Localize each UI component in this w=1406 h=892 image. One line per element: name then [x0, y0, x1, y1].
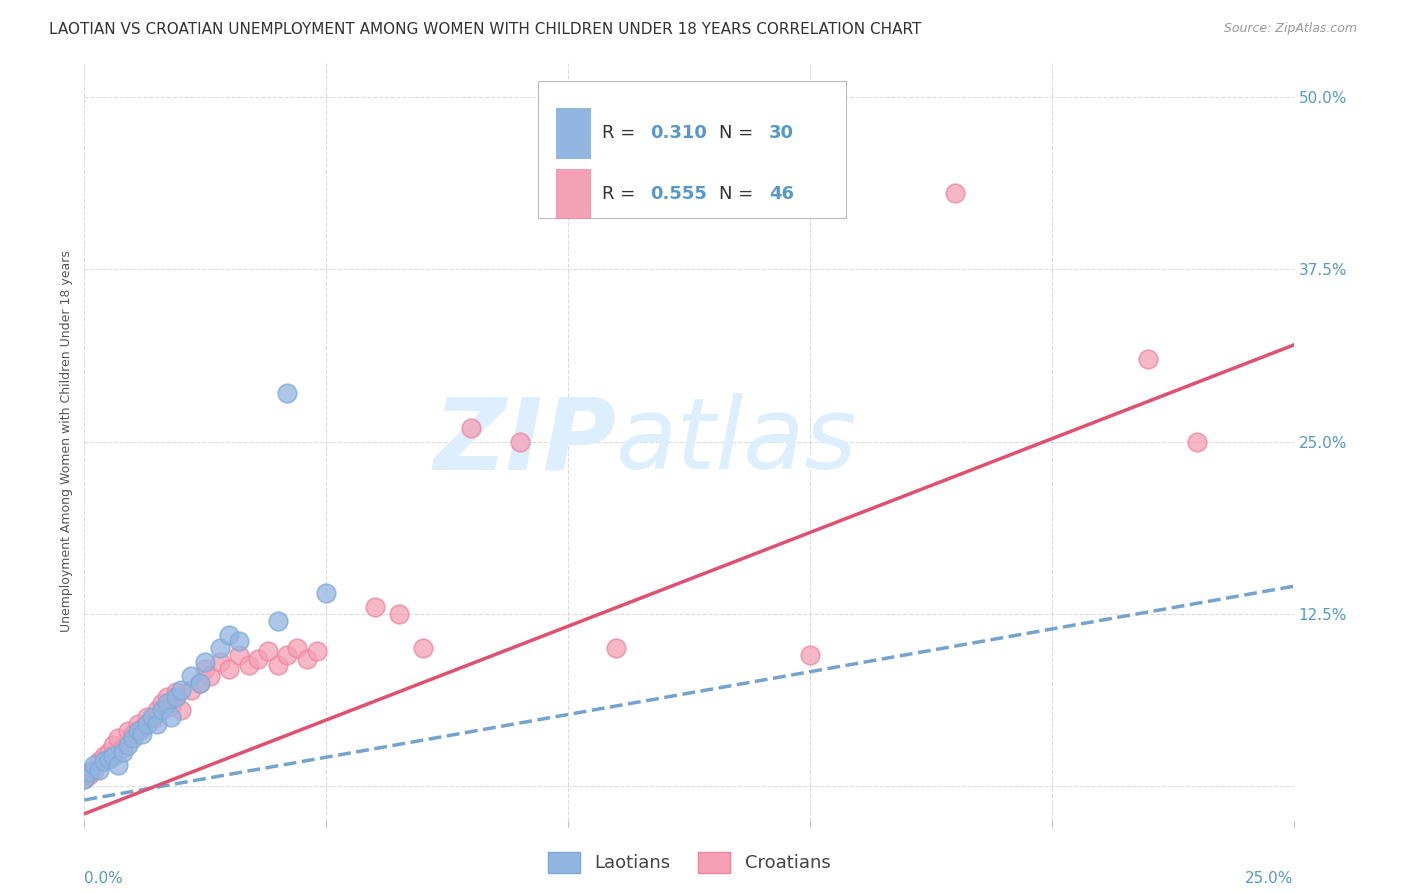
Point — [160, 699, 183, 714]
Point — [121, 727, 143, 741]
Point — [160, 710, 183, 724]
Point — [131, 727, 153, 741]
Point — [103, 748, 125, 763]
Point — [295, 652, 318, 666]
Point — [305, 644, 328, 658]
Point — [93, 755, 115, 769]
Point — [315, 586, 337, 600]
Text: ZIP: ZIP — [433, 393, 616, 490]
Point — [150, 697, 173, 711]
Point — [218, 627, 240, 641]
Point — [150, 703, 173, 717]
Point — [276, 386, 298, 401]
Point — [238, 657, 260, 672]
Text: 0.555: 0.555 — [650, 185, 707, 202]
Point — [97, 751, 120, 765]
Point — [267, 657, 290, 672]
Point — [146, 703, 169, 717]
Text: N =: N = — [720, 124, 759, 142]
Point — [136, 717, 159, 731]
Point — [228, 634, 250, 648]
Point — [165, 685, 187, 699]
Point — [97, 745, 120, 759]
Point — [93, 748, 115, 763]
Point — [190, 675, 212, 690]
Point — [146, 717, 169, 731]
Point — [73, 772, 96, 787]
Text: 46: 46 — [769, 185, 794, 202]
Point — [155, 690, 177, 704]
Point — [228, 648, 250, 663]
Text: 0.310: 0.310 — [650, 124, 707, 142]
Point — [247, 652, 270, 666]
Point — [388, 607, 411, 621]
Point — [208, 655, 231, 669]
Text: R =: R = — [602, 185, 641, 202]
Point — [799, 648, 821, 663]
Text: 25.0%: 25.0% — [1246, 871, 1294, 886]
Point — [180, 682, 202, 697]
Point — [285, 641, 308, 656]
Point — [267, 614, 290, 628]
Point — [194, 655, 217, 669]
Point — [117, 724, 139, 739]
Point — [77, 765, 100, 780]
Point — [83, 763, 105, 777]
Text: 30: 30 — [769, 124, 794, 142]
Point — [460, 421, 482, 435]
Point — [276, 648, 298, 663]
Point — [509, 434, 531, 449]
Point — [141, 710, 163, 724]
Point — [165, 690, 187, 704]
Legend: Laotians, Croatians: Laotians, Croatians — [540, 845, 838, 880]
Point — [141, 713, 163, 727]
Text: R =: R = — [602, 124, 641, 142]
Point — [208, 641, 231, 656]
Point — [131, 721, 153, 735]
Point — [1137, 351, 1160, 366]
Point — [121, 731, 143, 745]
Point — [117, 738, 139, 752]
Point — [136, 710, 159, 724]
FancyBboxPatch shape — [555, 108, 589, 158]
Point — [127, 717, 149, 731]
Point — [155, 697, 177, 711]
Text: N =: N = — [720, 185, 759, 202]
Text: 0.0%: 0.0% — [84, 871, 124, 886]
Point — [112, 745, 135, 759]
Point — [218, 662, 240, 676]
Point — [107, 758, 129, 772]
Point — [127, 724, 149, 739]
FancyBboxPatch shape — [555, 169, 589, 219]
Text: atlas: atlas — [616, 393, 858, 490]
Point — [83, 758, 105, 772]
Point — [943, 186, 966, 201]
Point — [77, 768, 100, 782]
Point — [87, 755, 110, 769]
Text: LAOTIAN VS CROATIAN UNEMPLOYMENT AMONG WOMEN WITH CHILDREN UNDER 18 YEARS CORREL: LAOTIAN VS CROATIAN UNEMPLOYMENT AMONG W… — [49, 22, 921, 37]
Point — [1185, 434, 1208, 449]
Point — [73, 772, 96, 787]
Point — [412, 641, 434, 656]
Point — [180, 669, 202, 683]
Point — [198, 669, 221, 683]
Point — [190, 675, 212, 690]
Point — [107, 731, 129, 745]
Point — [605, 641, 627, 656]
Point — [112, 740, 135, 755]
Point — [103, 738, 125, 752]
Point — [170, 682, 193, 697]
Point — [363, 599, 385, 614]
Point — [87, 763, 110, 777]
FancyBboxPatch shape — [538, 81, 846, 218]
Point — [170, 703, 193, 717]
Point — [257, 644, 280, 658]
Point — [194, 662, 217, 676]
Text: Source: ZipAtlas.com: Source: ZipAtlas.com — [1223, 22, 1357, 36]
Y-axis label: Unemployment Among Women with Children Under 18 years: Unemployment Among Women with Children U… — [59, 251, 73, 632]
